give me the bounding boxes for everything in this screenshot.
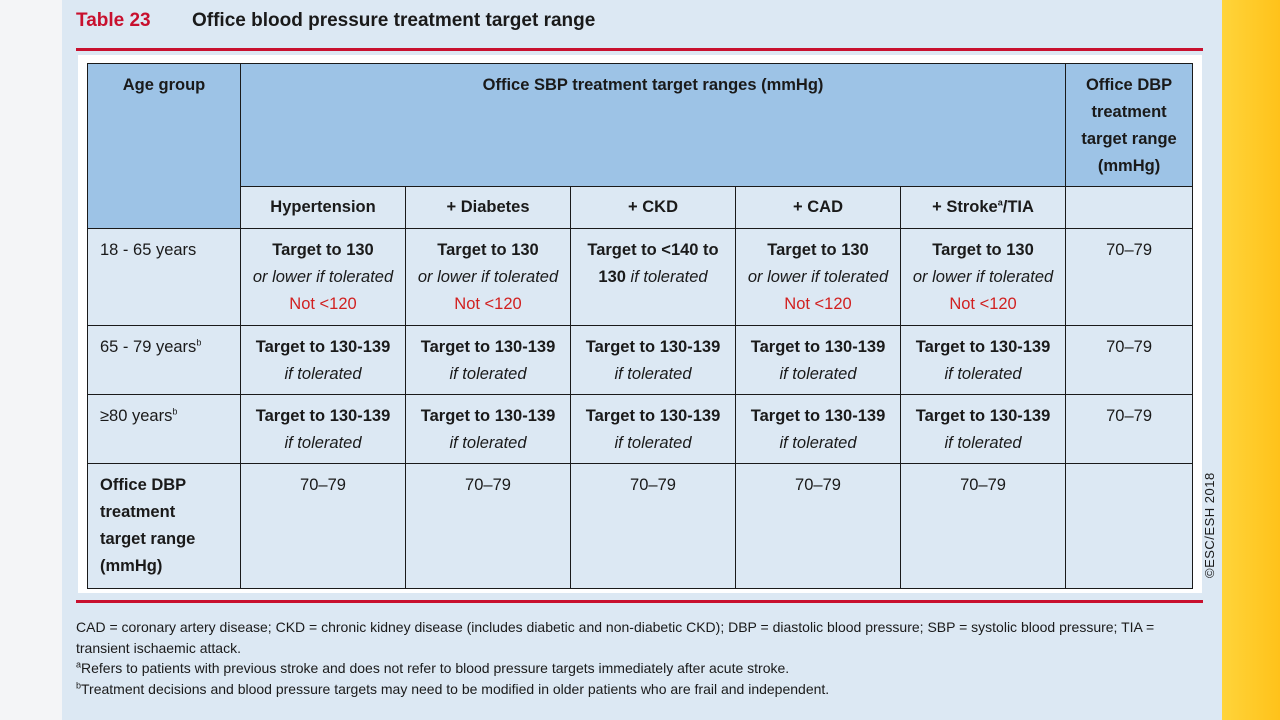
table-row: 18 - 65 years Target to 130 or lower if …	[87, 228, 1194, 326]
dbp-value-cell: 70–79	[405, 463, 571, 589]
bottom-red-rule	[76, 600, 1203, 603]
dbp-value-cell: 70–79	[735, 463, 901, 589]
footnotes: CAD = coronary artery disease; CKD = chr…	[76, 617, 1206, 699]
top-red-rule	[76, 48, 1203, 51]
dbp-cell: 70–79	[1065, 394, 1194, 464]
dbp-target-row: Office DBP treatment target range (mmHg)…	[87, 463, 1194, 589]
subheader-ckd: + CKD	[570, 186, 736, 229]
table-row: 65 - 79 yearsb Target to 130-139 if toler…	[87, 325, 1194, 395]
subheader-stroke-tia: + Strokea/TIA	[899, 186, 1067, 229]
subheader-diabetes: + Diabetes	[405, 186, 571, 229]
target-cell: Target to 130-139 if tolerated	[899, 325, 1067, 395]
footnote-b: bTreatment decisions and blood pressure …	[76, 679, 830, 697]
dbp-empty-cell	[1065, 463, 1194, 589]
dbp-column-header: Office DBP treatment target range (mmHg)	[1065, 63, 1194, 187]
target-cell: Target to 130-139 if tolerated	[735, 394, 901, 464]
yellow-side-band	[1222, 0, 1280, 720]
subheader-hypertension: Hypertension	[240, 186, 406, 229]
footnote-a: aRefers to patients with previous stroke…	[76, 659, 790, 676]
dbp-value-cell: 70–79	[899, 463, 1067, 589]
abbreviation-footnote: CAD = coronary artery disease; CKD = chr…	[76, 619, 1155, 656]
table-number: Table 23	[76, 10, 151, 31]
target-cell: Target to 130 or lower if tolerated Not …	[735, 228, 901, 326]
bp-target-table: Age group Office SBP treatment target ra…	[87, 63, 1194, 589]
copyright-notice: ©ESC/ESH 2018	[1202, 472, 1217, 578]
target-cell: Target to <140 to 130 if tolerated	[570, 228, 736, 326]
dbp-value-cell: 70–79	[240, 463, 406, 589]
subheader-blank	[1065, 186, 1194, 229]
age-cell: 18 - 65 years	[87, 228, 241, 326]
subheader-row: Hypertension + Diabetes + CKD + CAD + St…	[88, 186, 1194, 229]
target-cell: Target to 130-139 if tolerated	[240, 394, 406, 464]
age-cell: 65 - 79 yearsb	[87, 325, 241, 395]
age-cell: ≥80 yearsb	[87, 394, 241, 464]
target-cell: Target to 130 or lower if tolerated Not …	[405, 228, 571, 326]
target-cell: Target to 130-139 if tolerated	[405, 394, 571, 464]
dbp-row-label: Office DBP treatment target range (mmHg)	[87, 463, 241, 589]
dbp-cell: 70–79	[1065, 228, 1194, 326]
subheader-cad: + CAD	[735, 186, 901, 229]
left-margin-strip	[0, 0, 62, 720]
target-cell: Target to 130-139 if tolerated	[405, 325, 571, 395]
dbp-cell: 70–79	[1065, 325, 1194, 395]
age-group-header: Age group	[87, 63, 241, 229]
dbp-value-cell: 70–79	[570, 463, 736, 589]
header-row: Age group Office SBP treatment target ra…	[87, 63, 1194, 229]
sbp-header: Office SBP treatment target ranges (mmHg…	[239, 63, 1067, 187]
target-cell: Target to 130 or lower if tolerated Not …	[240, 228, 406, 326]
target-cell: Target to 130-139 if tolerated	[570, 325, 736, 395]
table-title-text: Office blood pressure treatment target r…	[192, 10, 596, 31]
table-row: ≥80 yearsb Target to 130-139 if tolerated…	[87, 394, 1194, 464]
target-cell: Target to 130-139 if tolerated	[240, 325, 406, 395]
target-cell: Target to 130-139 if tolerated	[899, 394, 1067, 464]
target-cell: Target to 130-139 if tolerated	[735, 325, 901, 395]
table-title: Table 23 Office blood pressure treatment…	[76, 10, 595, 36]
target-cell: Target to 130 or lower if tolerated Not …	[899, 228, 1067, 326]
target-cell: Target to 130-139 if tolerated	[570, 394, 736, 464]
